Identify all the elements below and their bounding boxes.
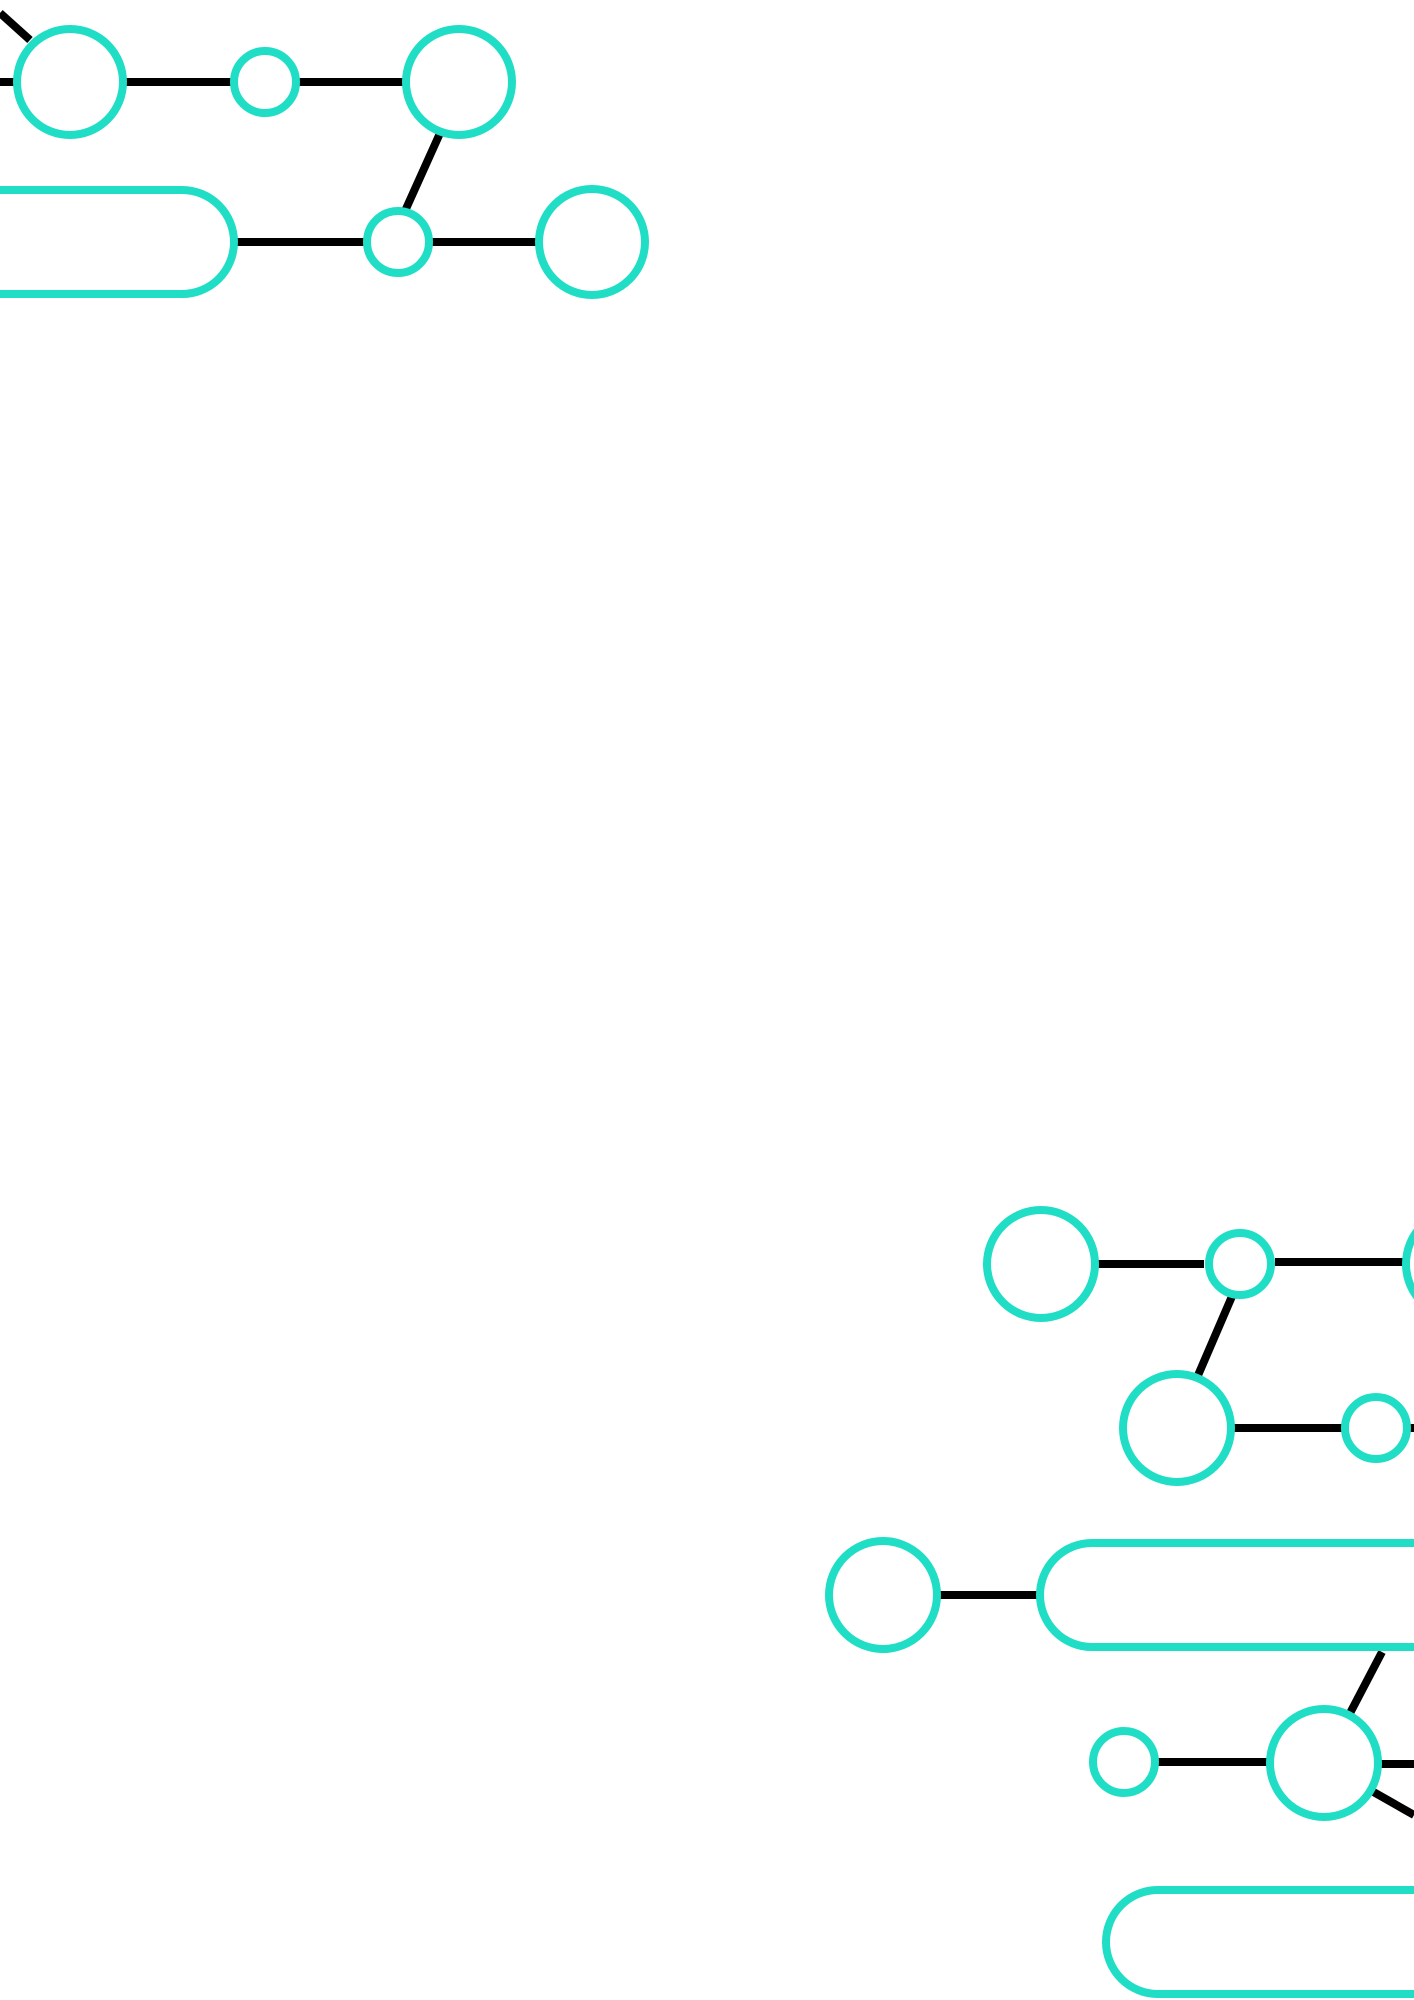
bottom-right-circle-node (1089, 1727, 1159, 1797)
top-left-circle-node (230, 47, 300, 117)
bottom-right-connector-line (1192, 1292, 1237, 1382)
top-left-circle-node (402, 25, 516, 139)
bottom-right-pill-node (1102, 1886, 1414, 1998)
top-left-pill-node (0, 186, 238, 298)
top-left-connector-line (0, 10, 33, 43)
bottom-right-pill-node (1036, 1539, 1414, 1651)
bottom-right-circle-node (1266, 1705, 1382, 1821)
bottom-right-circle-node (825, 1537, 941, 1653)
top-left-circle-node (363, 207, 433, 277)
top-left-connector-line (401, 129, 445, 213)
network-nodes (0, 25, 1414, 1998)
top-left-circle-node (535, 185, 649, 299)
bottom-right-circle-node (1402, 1228, 1414, 1300)
bottom-right-connector-line (1368, 1786, 1414, 1819)
bottom-right-circle-node (1341, 1393, 1411, 1463)
bottom-right-connector-line (1344, 1650, 1386, 1719)
bottom-right-circle-node (1119, 1370, 1235, 1486)
bottom-right-circle-node (1205, 1229, 1275, 1299)
top-left-circle-node (13, 25, 127, 139)
bottom-right-circle-node (983, 1206, 1099, 1322)
